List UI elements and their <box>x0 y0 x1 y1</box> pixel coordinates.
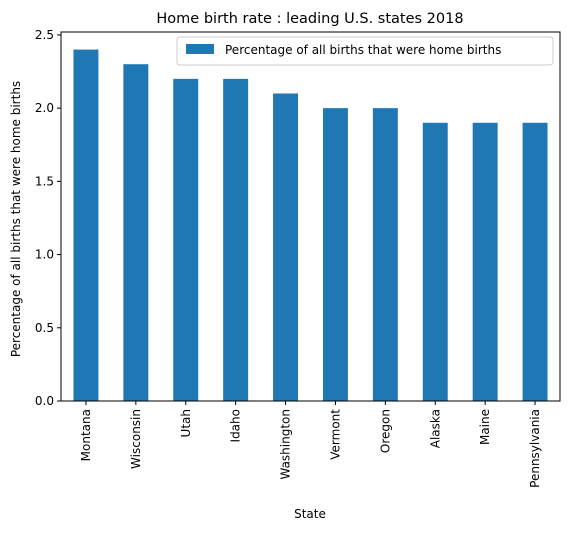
bar-wisconsin <box>123 64 149 401</box>
x-tick-label: Utah <box>179 409 193 437</box>
y-tick-label: 2.0 <box>35 101 54 115</box>
y-axis-label: Percentage of all births that were home … <box>9 81 23 357</box>
x-tick-label: Vermont <box>328 409 342 460</box>
y-tick-label: 1.0 <box>35 248 54 262</box>
bar-utah <box>173 78 199 401</box>
y-axis: 0.0 0.5 1.0 1.5 2.0 2.5 <box>35 28 61 408</box>
bar-idaho <box>223 78 249 401</box>
x-axis: Montana Wisconsin Utah Idaho Washington Vermo… <box>79 401 542 488</box>
bar-pennsylvania <box>522 122 548 402</box>
bar-maine <box>472 122 498 402</box>
legend-frame <box>176 36 554 66</box>
chart-title: Home birth rate : leading U.S. states 20… <box>156 11 463 27</box>
bar-oregon <box>372 108 398 402</box>
x-tick-label: Wisconsin <box>129 409 143 469</box>
x-tick-label: Alaska <box>428 409 442 448</box>
axes-frame <box>60 31 561 402</box>
x-tick-label: Washington <box>279 409 293 480</box>
x-tick-label: Maine <box>478 409 492 445</box>
bar-vermont <box>322 108 348 402</box>
x-axis-label: State <box>294 507 326 521</box>
legend: Percentage of all births that were home … <box>176 36 554 66</box>
y-tick-label: 0.0 <box>35 394 54 408</box>
bar-alaska <box>422 122 448 402</box>
x-tick-label: Pennsylvania <box>528 409 542 488</box>
y-tick-label: 0.5 <box>35 321 54 335</box>
x-tick-label: Montana <box>79 409 93 461</box>
x-tick-label: Oregon <box>378 409 392 453</box>
bar-montana <box>73 49 99 401</box>
x-tick-label: Idaho <box>229 409 243 442</box>
y-tick-label: 2.5 <box>35 28 54 42</box>
legend-swatch <box>186 44 214 54</box>
legend-label: Percentage of all births that were home … <box>225 43 501 57</box>
bar-washington <box>273 93 299 401</box>
plot-area <box>60 31 561 402</box>
y-tick-label: 1.5 <box>35 174 54 188</box>
